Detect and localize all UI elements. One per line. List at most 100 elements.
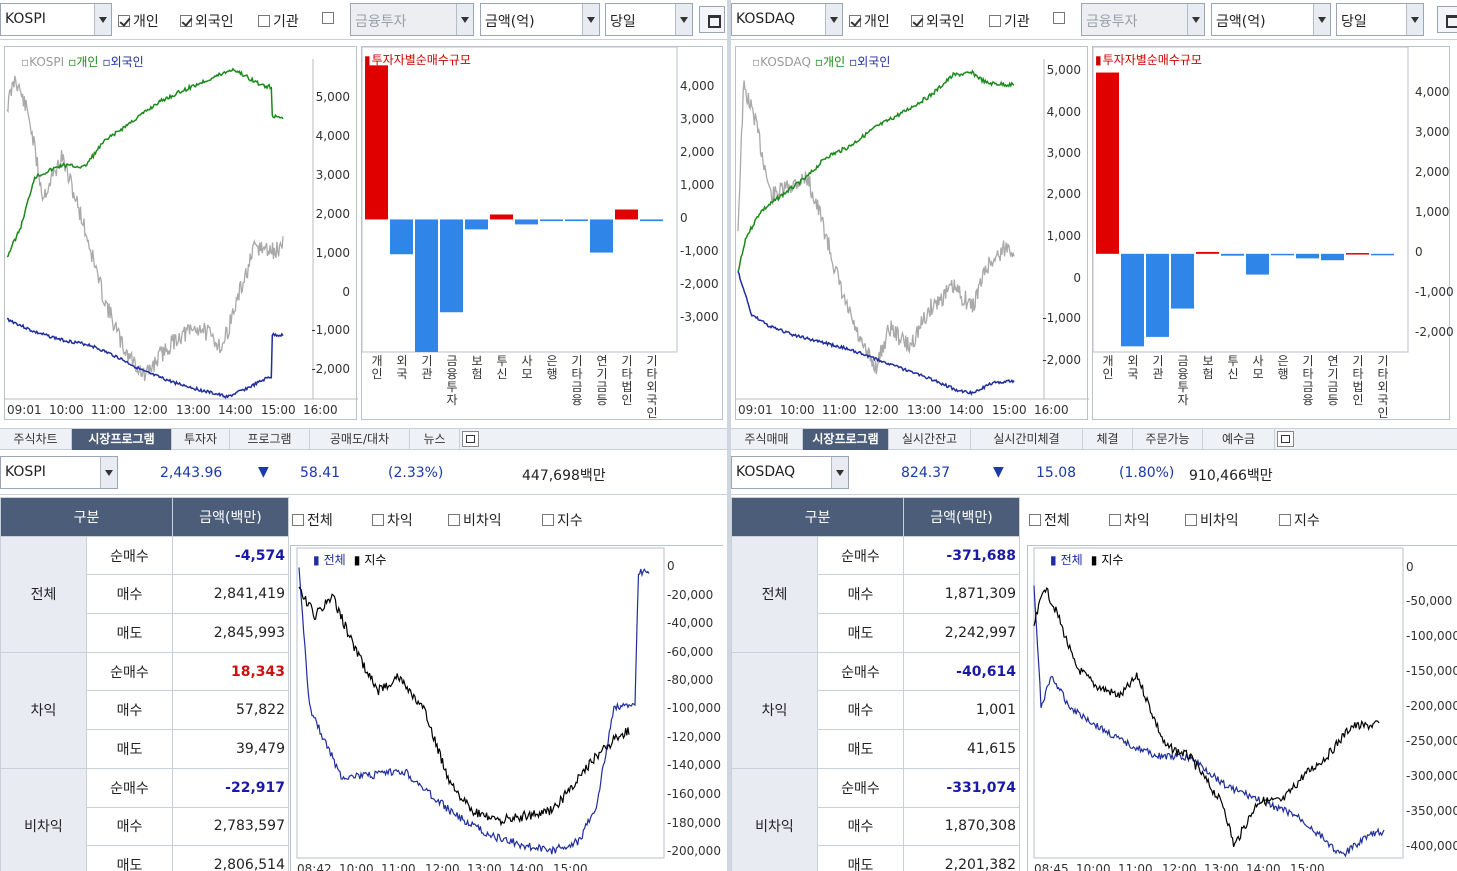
popout-icon[interactable] <box>462 431 479 447</box>
row-value: -371,688 <box>903 535 1020 576</box>
legend-total: ▮ 전체 <box>313 553 350 567</box>
window-restore-icon[interactable] <box>1437 6 1457 33</box>
checkbox-label: 차익 <box>387 513 413 529</box>
chevron-down-icon[interactable] <box>582 4 599 35</box>
chevron-down-icon[interactable] <box>456 4 473 35</box>
tab-3[interactable]: 실시간미체결 <box>971 429 1083 450</box>
unit-select[interactable]: 금액(억) <box>480 3 600 36</box>
program-plot <box>1033 547 1404 859</box>
legend-label: 지수 <box>364 553 387 567</box>
checkbox-icon[interactable] <box>911 15 923 27</box>
checkbox-icon[interactable] <box>849 15 861 27</box>
market-select[interactable]: KOSPI <box>0 3 112 36</box>
chevron-down-icon[interactable] <box>1313 4 1330 35</box>
checkbox-icon[interactable] <box>448 514 460 526</box>
index-change: 15.08 <box>1036 465 1077 481</box>
checkbox-investor[interactable] <box>322 11 337 27</box>
investor-select[interactable]: 금융투자 <box>1081 3 1205 36</box>
checkbox-inst[interactable]: 기관 <box>989 11 1030 31</box>
chevron-down-icon[interactable] <box>675 4 692 35</box>
checkbox-icon[interactable] <box>1279 514 1291 526</box>
bar-6 <box>515 219 538 225</box>
bar-axis-tick: 1,000 <box>1415 205 1450 219</box>
checkbox-icon[interactable] <box>989 15 1001 27</box>
program-market-select[interactable]: KOSDAQ <box>731 456 849 489</box>
prog-checkbox-0[interactable]: 전체 <box>292 510 333 530</box>
prog-checkbox-2[interactable]: 비차익 <box>448 510 502 530</box>
window-restore-icon[interactable] <box>699 6 725 33</box>
chevron-down-icon[interactable] <box>831 457 848 488</box>
group-name: 비차익 <box>0 767 87 871</box>
legend-marker-icon: ▫ <box>752 55 761 69</box>
checkbox-icon[interactable] <box>1109 514 1121 526</box>
market-select[interactable]: KOSDAQ <box>731 3 843 36</box>
line-axis-tick: 2,000 <box>315 207 350 221</box>
tab-2[interactable]: 실시간잔고 <box>889 429 971 450</box>
popout-icon[interactable] <box>1277 431 1294 447</box>
period-select-value: 당일 <box>1341 14 1367 30</box>
program-time-tick: 14:00 <box>1246 862 1281 871</box>
line-axis-tick: 4,000 <box>315 129 350 143</box>
chevron-down-icon[interactable] <box>1187 4 1204 35</box>
checkbox-icon[interactable] <box>292 514 304 526</box>
prog-checkbox-1[interactable]: 차익 <box>372 510 413 530</box>
tab-5[interactable]: 주문가능 <box>1133 429 1203 450</box>
period-select[interactable]: 당일 <box>1336 3 1424 36</box>
checkbox-individual[interactable]: 개인 <box>118 11 159 31</box>
row-value: 2,242,997 <box>903 613 1020 653</box>
row-value: 18,343 <box>172 651 289 692</box>
checkbox-investor[interactable] <box>1053 11 1068 27</box>
checkbox-icon[interactable] <box>1185 514 1197 526</box>
checkbox-individual[interactable]: 개인 <box>849 11 890 31</box>
row-value: -4,574 <box>172 535 289 576</box>
period-select[interactable]: 당일 <box>605 3 693 36</box>
bar-2 <box>415 219 438 352</box>
prog-checkbox-2[interactable]: 비차익 <box>1185 510 1239 530</box>
bar-8 <box>1296 253 1319 259</box>
program-index-line <box>298 586 630 827</box>
checkbox-label: 외국인 <box>195 14 234 30</box>
chevron-down-icon[interactable] <box>94 4 111 35</box>
checkbox-icon[interactable] <box>322 12 334 24</box>
checkbox-foreign[interactable]: 외국인 <box>911 11 965 31</box>
time-axis-tick: 09:01 <box>7 403 42 417</box>
program-axis-tick: -40,000 <box>667 616 714 630</box>
prog-checkbox-3[interactable]: 지수 <box>1279 510 1320 530</box>
tab-4[interactable]: 공매도/대차 <box>310 429 410 450</box>
tab-4[interactable]: 체결 <box>1083 429 1133 450</box>
unit-select[interactable]: 금액(억) <box>1211 3 1331 36</box>
checkbox-icon[interactable] <box>1053 12 1065 24</box>
prog-checkbox-0[interactable]: 전체 <box>1029 510 1070 530</box>
tab-0[interactable]: 주식매매 <box>731 429 803 450</box>
checkbox-icon[interactable] <box>1029 514 1041 526</box>
checkbox-icon[interactable] <box>180 15 192 27</box>
program-legend: ▮ 전체 ▮ 지수 <box>313 551 394 568</box>
line-axis-tick: 1,000 <box>1046 229 1081 243</box>
tab-1[interactable]: 시장프로그램 <box>72 429 172 450</box>
program-axis-tick: -300,000 <box>1406 769 1457 783</box>
row-value: -331,074 <box>903 767 1020 808</box>
legend-marker-icon: ▫ <box>849 55 858 69</box>
tab-3[interactable]: 프로그램 <box>230 429 310 450</box>
tab-2[interactable]: 투자자 <box>172 429 230 450</box>
tab-5[interactable]: 뉴스 <box>410 429 460 450</box>
checkbox-icon[interactable] <box>372 514 384 526</box>
investor-select[interactable]: 금융투자 <box>350 3 474 36</box>
bar-category-label: 투신 <box>496 354 508 381</box>
chevron-down-icon[interactable] <box>1406 4 1423 35</box>
tab-0[interactable]: 주식차트 <box>0 429 72 450</box>
checkbox-label: 개인 <box>864 14 890 30</box>
checkbox-foreign[interactable]: 외국인 <box>180 11 234 31</box>
checkbox-icon[interactable] <box>258 15 270 27</box>
checkbox-inst[interactable]: 기관 <box>258 11 299 31</box>
prog-checkbox-3[interactable]: 지수 <box>542 510 583 530</box>
checkbox-icon[interactable] <box>118 15 130 27</box>
checkbox-icon[interactable] <box>542 514 554 526</box>
tab-6[interactable]: 예수금 <box>1203 429 1275 450</box>
program-market-select[interactable]: KOSPI <box>0 456 118 489</box>
tab-1[interactable]: 시장프로그램 <box>803 429 889 450</box>
program-time-tick: 14:00 <box>509 862 544 871</box>
chevron-down-icon[interactable] <box>825 4 842 35</box>
chevron-down-icon[interactable] <box>100 457 117 488</box>
prog-checkbox-1[interactable]: 차익 <box>1109 510 1150 530</box>
